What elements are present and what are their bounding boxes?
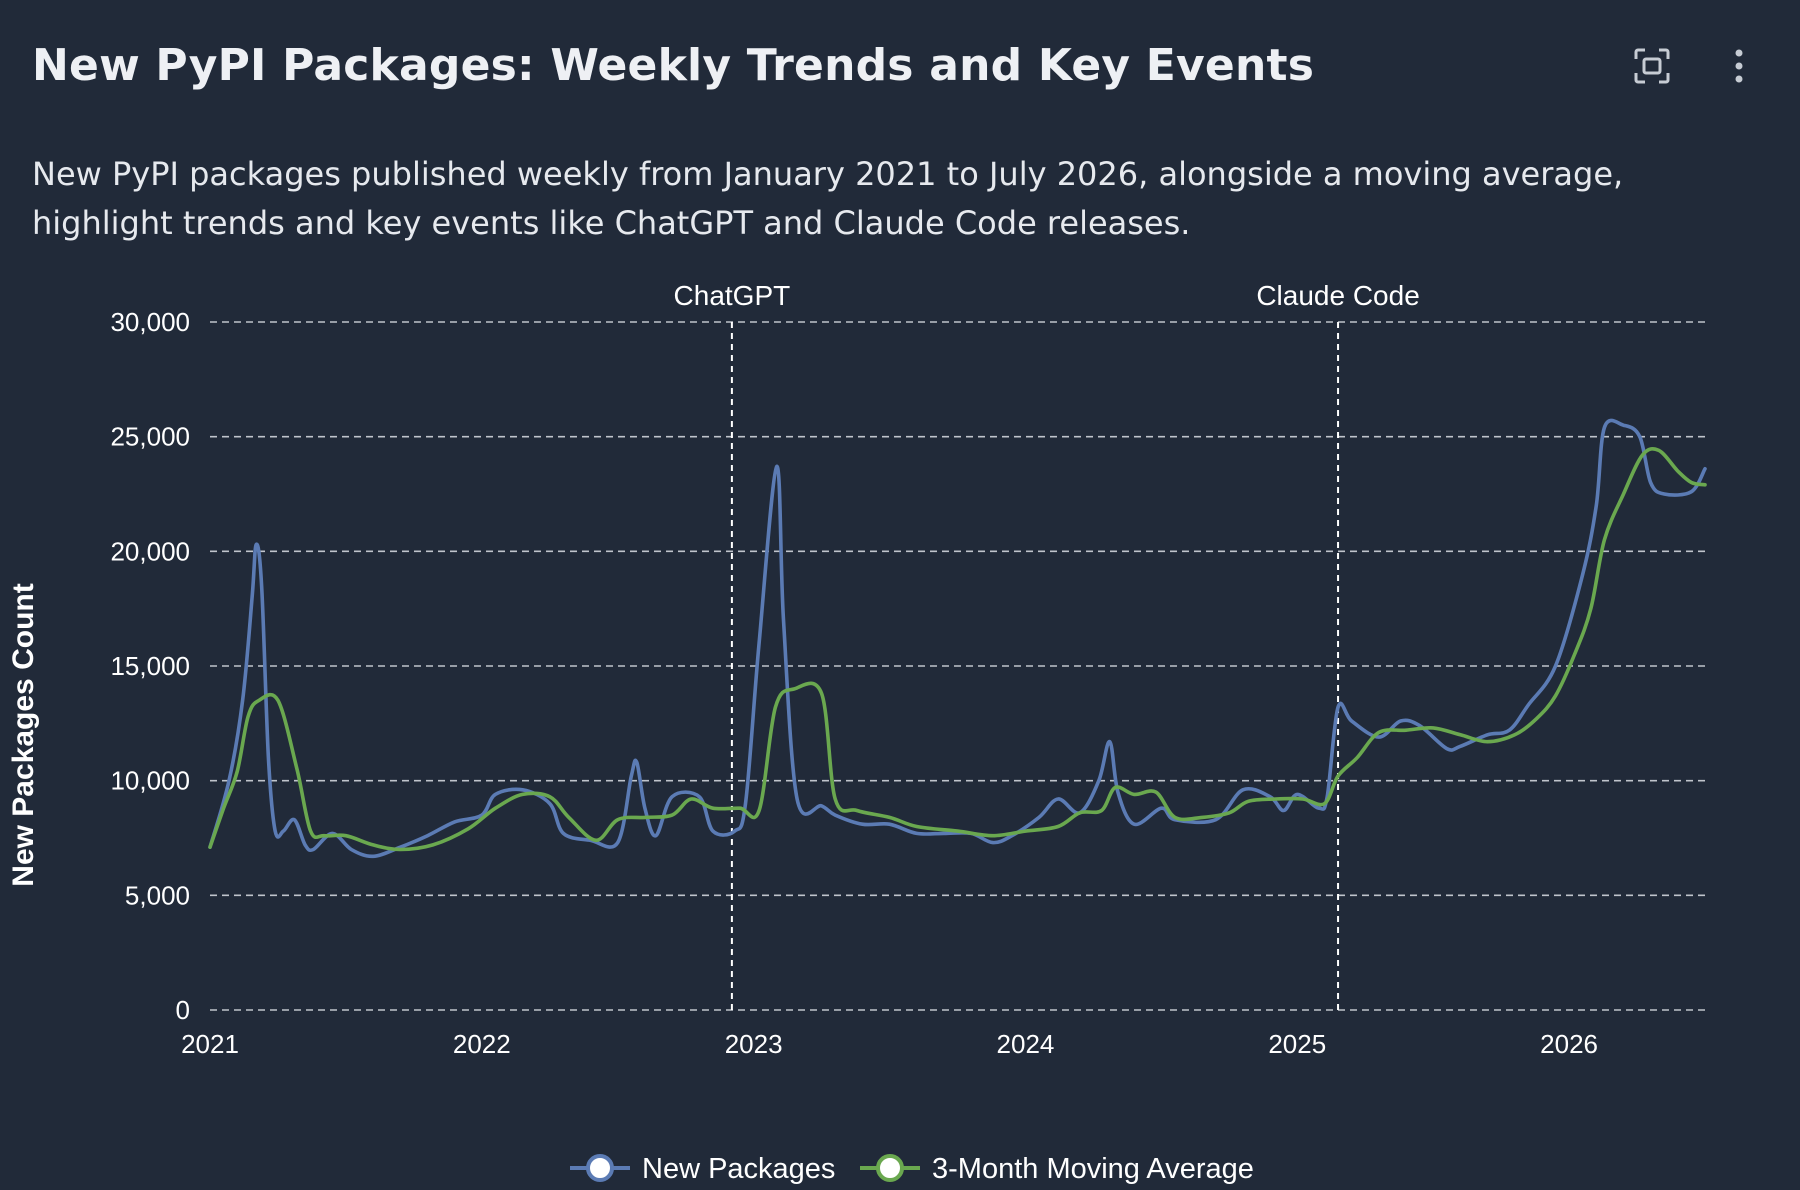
moving-average-line <box>208 447 1707 852</box>
legend-swatch-marker <box>586 1154 614 1182</box>
x-axis-ticks: 2021 2022 2023 2024 2025 2026 <box>181 1029 1598 1059</box>
page-title: New PyPI Packages: Weekly Trends and Key… <box>32 40 1315 91</box>
y-tick-label: 20,000 <box>110 536 190 566</box>
y-tick-label: 10,000 <box>110 766 190 796</box>
fullscreen-icon[interactable] <box>1630 44 1674 88</box>
legend: New Packages 3-Month Moving Average <box>570 1153 1254 1185</box>
y-tick-label: 25,000 <box>110 422 190 452</box>
event-label: Claude Code <box>1256 280 1419 311</box>
y-tick-label: 0 <box>176 995 190 1025</box>
y-tick-label: 15,000 <box>110 651 190 681</box>
x-tick-label: 2022 <box>453 1029 511 1059</box>
legend-label: 3-Month Moving Average <box>932 1153 1254 1185</box>
x-tick-label: 2024 <box>997 1029 1055 1059</box>
x-tick-label: 2023 <box>725 1029 783 1059</box>
grid-lines <box>210 321 1705 1011</box>
more-vertical-icon[interactable] <box>1717 44 1761 88</box>
legend-swatch-marker <box>876 1154 904 1182</box>
y-axis-ticks: 0 5,000 10,000 15,000 20,000 25,000 30,000 <box>110 307 190 1025</box>
legend-item-new-packages: New Packages <box>570 1153 835 1185</box>
y-axis-title: New Packages Count <box>7 583 40 886</box>
legend-label: New Packages <box>642 1153 835 1185</box>
legend-item-moving-average: 3-Month Moving Average <box>860 1153 1254 1185</box>
event-label: ChatGPT <box>674 280 791 311</box>
chart-subtitle: New PyPI packages published weekly from … <box>32 155 1624 242</box>
y-tick-label: 5,000 <box>125 880 190 910</box>
x-tick-label: 2021 <box>181 1029 239 1059</box>
series-lines <box>208 418 1707 859</box>
x-tick-label: 2026 <box>1540 1029 1598 1059</box>
new-packages-line <box>208 418 1707 859</box>
x-tick-label: 2025 <box>1268 1029 1326 1059</box>
y-tick-label: 30,000 <box>110 307 190 337</box>
event-markers: ChatGPT Claude Code <box>674 280 1420 1010</box>
